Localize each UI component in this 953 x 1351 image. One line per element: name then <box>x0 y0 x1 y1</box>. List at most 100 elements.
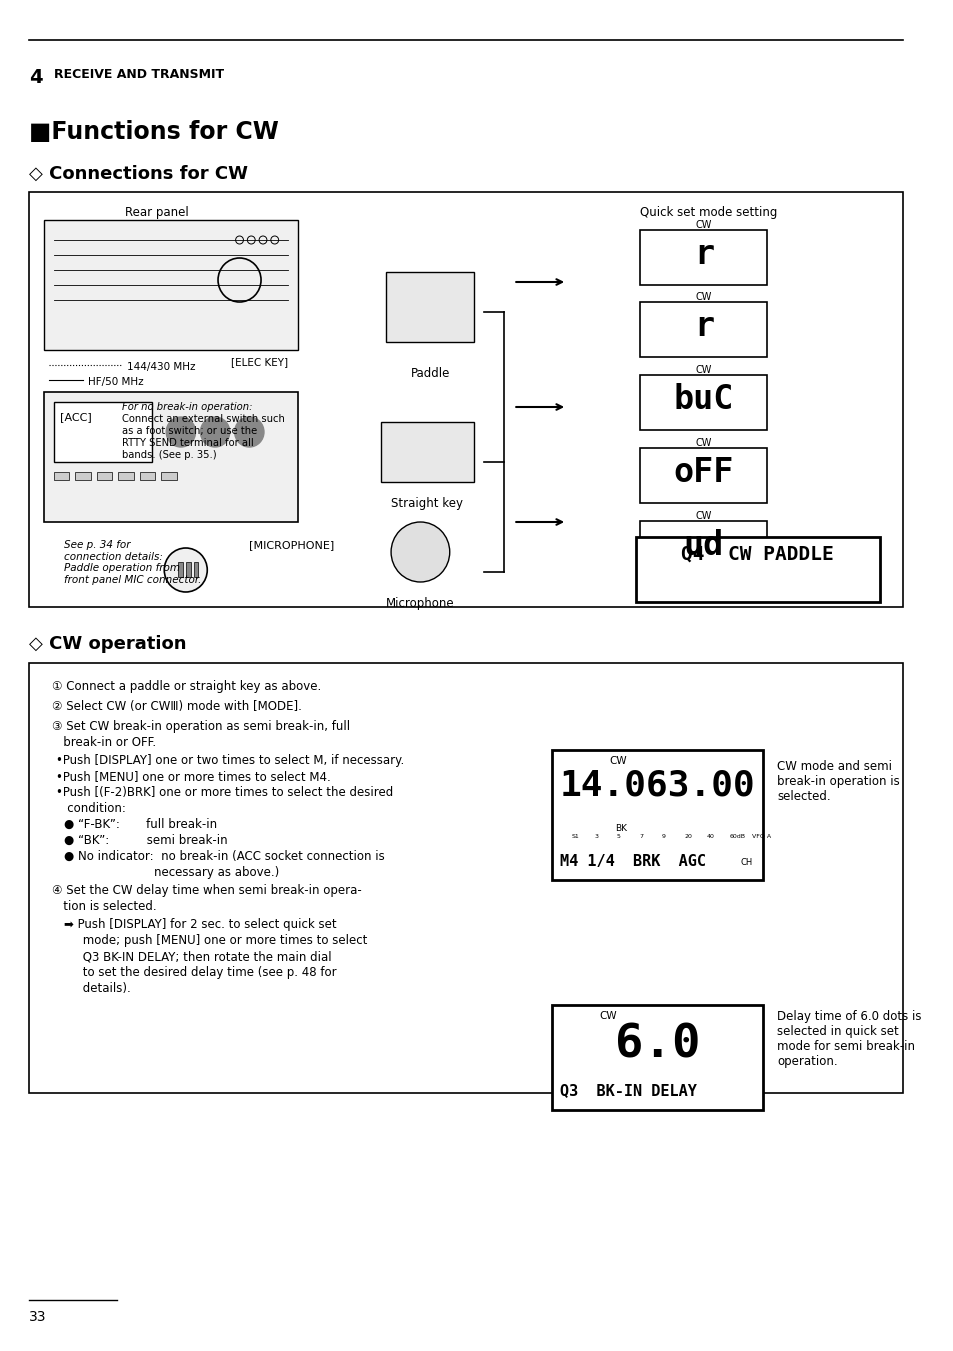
Text: ● “F-BK”:       full break-in: ● “F-BK”: full break-in <box>64 817 216 831</box>
Text: BK: BK <box>614 824 626 834</box>
Text: break-in or OFF.: break-in or OFF. <box>51 736 155 748</box>
Circle shape <box>164 549 207 592</box>
Circle shape <box>166 417 195 447</box>
Text: 7: 7 <box>639 834 642 839</box>
Text: RECEIVE AND TRANSMIT: RECEIVE AND TRANSMIT <box>53 68 224 81</box>
Text: 3: 3 <box>594 834 598 839</box>
Text: to set the desired delay time (see p. 48 for: to set the desired delay time (see p. 48… <box>64 966 335 979</box>
Bar <box>178 562 183 577</box>
Circle shape <box>234 417 264 447</box>
Bar <box>186 562 191 577</box>
Text: [ACC]: [ACC] <box>60 412 92 422</box>
Text: 14.063.00: 14.063.00 <box>559 767 755 802</box>
Text: ① Connect a paddle or straight key as above.: ① Connect a paddle or straight key as ab… <box>51 680 321 693</box>
Text: Paddle: Paddle <box>410 367 450 380</box>
Bar <box>44 220 298 350</box>
Bar <box>140 471 155 480</box>
Text: Delay time of 6.0 dots is
selected in quick set
mode for semi break-in
operation: Delay time of 6.0 dots is selected in qu… <box>777 1011 921 1069</box>
Text: •Push [MENU] one or more times to select M4.: •Push [MENU] one or more times to select… <box>55 770 330 784</box>
Text: details).: details). <box>64 982 131 994</box>
Text: VFO A: VFO A <box>751 834 770 839</box>
Text: Microphone: Microphone <box>386 597 455 611</box>
FancyBboxPatch shape <box>552 750 761 880</box>
Text: 33: 33 <box>30 1310 47 1324</box>
Text: mode; push [MENU] one or more times to select: mode; push [MENU] one or more times to s… <box>64 934 367 947</box>
Text: •Push [(F-2)BRK] one or more times to select the desired: •Push [(F-2)BRK] one or more times to se… <box>55 786 393 798</box>
Text: CW: CW <box>695 511 711 521</box>
Text: CW: CW <box>695 365 711 376</box>
FancyBboxPatch shape <box>639 303 767 357</box>
Text: r: r <box>693 309 713 343</box>
FancyBboxPatch shape <box>30 192 902 607</box>
FancyBboxPatch shape <box>639 376 767 430</box>
Text: ■Functions for CW: ■Functions for CW <box>30 120 279 145</box>
Text: 144/430 MHz: 144/430 MHz <box>127 362 195 372</box>
Text: tion is selected.: tion is selected. <box>51 900 156 913</box>
Text: Rear panel: Rear panel <box>125 205 188 219</box>
Text: 6.0: 6.0 <box>614 1023 700 1069</box>
Text: Straight key: Straight key <box>391 497 463 509</box>
Bar <box>75 471 91 480</box>
Text: CH: CH <box>740 858 752 867</box>
Text: 4: 4 <box>30 68 43 86</box>
Bar <box>118 471 133 480</box>
Text: Q3 BK-IN DELAY; then rotate the main dial: Q3 BK-IN DELAY; then rotate the main dia… <box>64 950 331 963</box>
Text: Quick set mode setting: Quick set mode setting <box>639 205 777 219</box>
Text: ④ Set the CW delay time when semi break-in opera-: ④ Set the CW delay time when semi break-… <box>51 884 361 897</box>
Text: CW mode and semi
break-in operation is
selected.: CW mode and semi break-in operation is s… <box>777 761 899 802</box>
Text: CW: CW <box>695 220 711 230</box>
Text: 40: 40 <box>706 834 714 839</box>
FancyBboxPatch shape <box>639 230 767 285</box>
Circle shape <box>391 521 449 582</box>
Text: bands. (See p. 35.): bands. (See p. 35.) <box>122 450 216 459</box>
Text: condition:: condition: <box>55 802 126 815</box>
Bar <box>193 562 198 577</box>
FancyBboxPatch shape <box>639 521 767 576</box>
Text: CW: CW <box>609 757 626 766</box>
Text: Connect an external switch such: Connect an external switch such <box>122 413 285 424</box>
Text: 60dB: 60dB <box>729 834 744 839</box>
Text: ② Select CW (or CWⅢ) mode with [MODE].: ② Select CW (or CWⅢ) mode with [MODE]. <box>51 700 301 713</box>
Text: as a foot switch; or use the: as a foot switch; or use the <box>122 426 257 436</box>
Text: r: r <box>693 238 713 272</box>
Text: ➡ Push [DISPLAY] for 2 sec. to select quick set: ➡ Push [DISPLAY] for 2 sec. to select qu… <box>64 917 335 931</box>
Text: buC: buC <box>673 382 734 416</box>
Bar <box>53 471 70 480</box>
Bar <box>381 422 474 482</box>
FancyBboxPatch shape <box>552 1005 761 1111</box>
Text: ◇ Connections for CW: ◇ Connections for CW <box>30 165 248 182</box>
Text: M4 1/4  BRK  AGC: M4 1/4 BRK AGC <box>559 854 705 869</box>
Text: For no break-in operation:: For no break-in operation: <box>122 403 253 412</box>
Text: CW: CW <box>695 438 711 449</box>
Bar <box>44 392 298 521</box>
Text: RTTY SEND terminal for all: RTTY SEND terminal for all <box>122 438 253 449</box>
Text: ud: ud <box>683 530 723 562</box>
Bar <box>53 403 152 462</box>
Text: [ELEC KEY]: [ELEC KEY] <box>231 357 288 367</box>
Text: oFF: oFF <box>673 457 734 489</box>
Text: ● “BK”:          semi break-in: ● “BK”: semi break-in <box>64 834 227 847</box>
Text: ● No indicator:  no break-in (ACC socket connection is: ● No indicator: no break-in (ACC socket … <box>64 850 384 863</box>
Text: 5: 5 <box>617 834 620 839</box>
Text: CW: CW <box>599 1011 617 1021</box>
Text: necessary as above.): necessary as above.) <box>64 866 278 880</box>
Bar <box>96 471 112 480</box>
FancyBboxPatch shape <box>639 449 767 503</box>
Bar <box>161 471 176 480</box>
Circle shape <box>200 417 230 447</box>
FancyBboxPatch shape <box>30 663 902 1093</box>
Text: Q3  BK-IN DELAY: Q3 BK-IN DELAY <box>559 1084 697 1098</box>
FancyBboxPatch shape <box>635 536 879 603</box>
Text: S1: S1 <box>572 834 579 839</box>
Text: [MICROPHONE]: [MICROPHONE] <box>249 540 335 550</box>
Text: HF/50 MHz: HF/50 MHz <box>88 377 144 386</box>
Text: CW: CW <box>695 292 711 303</box>
Text: ◇ CW operation: ◇ CW operation <box>30 635 187 653</box>
Text: 20: 20 <box>683 834 692 839</box>
Text: •Push [DISPLAY] one or two times to select M, if necessary.: •Push [DISPLAY] one or two times to sele… <box>55 754 403 767</box>
Bar <box>386 272 474 342</box>
Text: ③ Set CW break-in operation as semi break-in, full: ③ Set CW break-in operation as semi brea… <box>51 720 350 734</box>
Text: See p. 34 for
connection details:
Paddle operation from
front panel MIC connecto: See p. 34 for connection details: Paddle… <box>64 540 201 585</box>
Text: Q4  CW PADDLE: Q4 CW PADDLE <box>680 544 833 563</box>
Text: 9: 9 <box>661 834 665 839</box>
